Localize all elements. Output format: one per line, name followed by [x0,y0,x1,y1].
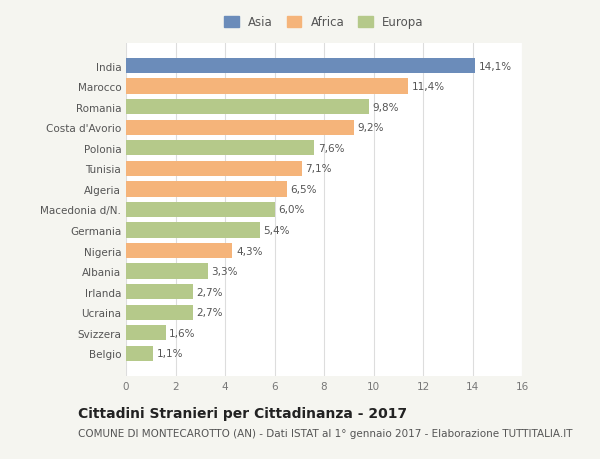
Bar [126,284,193,300]
Bar [126,141,314,156]
Text: 11,4%: 11,4% [412,82,445,92]
Bar [126,325,166,341]
Bar [126,346,153,361]
Bar [126,100,368,115]
Text: 7,1%: 7,1% [305,164,332,174]
Text: 3,3%: 3,3% [211,267,238,276]
Bar [126,305,193,320]
Text: 6,0%: 6,0% [278,205,305,215]
Text: 9,8%: 9,8% [372,102,399,112]
Bar [126,264,208,279]
Text: 5,4%: 5,4% [263,225,290,235]
Bar [126,202,275,218]
Text: 4,3%: 4,3% [236,246,263,256]
Bar [126,161,302,177]
Text: 2,7%: 2,7% [197,287,223,297]
Bar [126,243,232,259]
Bar [126,120,354,136]
Text: 2,7%: 2,7% [197,308,223,318]
Bar [126,223,260,238]
Text: 1,1%: 1,1% [157,348,184,358]
Legend: Asia, Africa, Europa: Asia, Africa, Europa [221,13,427,33]
Text: 14,1%: 14,1% [479,62,512,72]
Text: 1,6%: 1,6% [169,328,196,338]
Text: COMUNE DI MONTECAROTTO (AN) - Dati ISTAT al 1° gennaio 2017 - Elaborazione TUTTI: COMUNE DI MONTECAROTTO (AN) - Dati ISTAT… [78,428,572,438]
Bar [126,182,287,197]
Bar [126,79,408,95]
Bar [126,59,475,74]
Text: 6,5%: 6,5% [290,185,317,195]
Text: 7,6%: 7,6% [318,144,344,153]
Text: Cittadini Stranieri per Cittadinanza - 2017: Cittadini Stranieri per Cittadinanza - 2… [78,406,407,420]
Text: 9,2%: 9,2% [358,123,384,133]
